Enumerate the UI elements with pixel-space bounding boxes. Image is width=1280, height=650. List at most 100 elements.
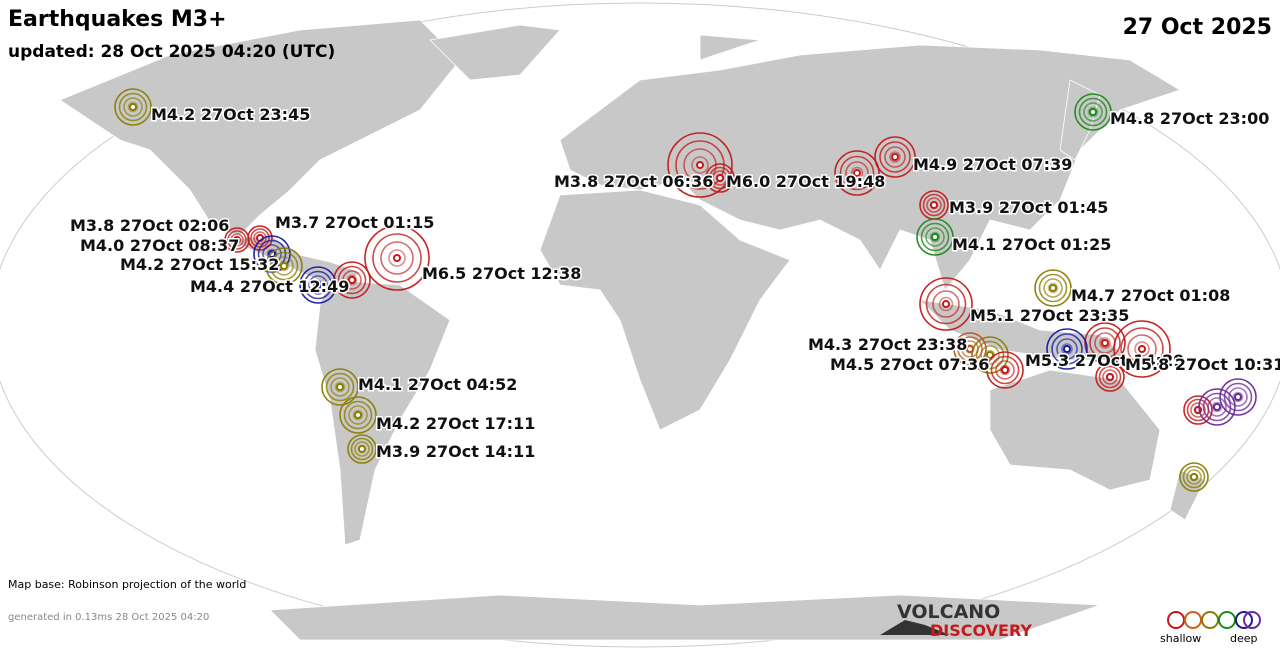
- quake-label: M4.9 27Oct 07:39: [913, 155, 1072, 174]
- quake-marker: [347, 434, 377, 464]
- quake-marker: [364, 225, 430, 291]
- quake-label: M4.7 27Oct 01:08: [1071, 286, 1230, 305]
- ring: [224, 227, 250, 253]
- quake-label: M3.8 27Oct 06:36: [554, 172, 713, 191]
- legend-shallow: shallow: [1160, 632, 1201, 645]
- quake-label: M4.3 27Oct 23:38: [808, 335, 967, 354]
- ring-center: [1106, 373, 1114, 381]
- ring: [999, 364, 1011, 376]
- quake-label: M3.7 27Oct 01:15: [275, 213, 434, 232]
- quake-label: M6.5 27Oct 12:38: [422, 264, 581, 283]
- ring-center: [268, 250, 276, 258]
- ring: [312, 279, 324, 291]
- date: 27 Oct 2025: [1123, 15, 1272, 40]
- ring: [1179, 462, 1209, 492]
- ring: [995, 360, 1015, 380]
- ring-center: [358, 445, 366, 453]
- quake-label: M4.0 27Oct 08:37: [80, 236, 239, 255]
- ring-center: [942, 300, 950, 308]
- ring: [1098, 365, 1122, 389]
- ring: [1038, 273, 1068, 303]
- ring: [354, 441, 370, 457]
- ring: [308, 275, 328, 295]
- ring: [990, 355, 1020, 385]
- ring-center: [354, 411, 362, 419]
- quake-label: M4.8 27Oct 23:00: [1110, 109, 1269, 128]
- quake-label: M5.3 27Oct 14:29: [1025, 351, 1184, 370]
- ring: [957, 336, 983, 362]
- ring: [1046, 328, 1088, 370]
- ring: [1190, 402, 1206, 418]
- ring: [1223, 382, 1253, 412]
- ring: [342, 270, 362, 290]
- ring: [337, 265, 367, 295]
- ring: [1198, 388, 1236, 426]
- quake-marker: [114, 88, 152, 126]
- quake-marker: [705, 163, 735, 193]
- logo-discovery: DISCOVERY: [930, 621, 1032, 640]
- ring: [303, 270, 333, 300]
- ring: [845, 161, 869, 185]
- ring: [388, 249, 406, 267]
- ring: [971, 336, 1009, 374]
- ring: [1228, 387, 1248, 407]
- ring: [879, 141, 911, 173]
- ring: [1102, 369, 1118, 385]
- ring: [986, 351, 1024, 389]
- ring-center: [966, 345, 974, 353]
- ring-center: [986, 351, 994, 359]
- logo-mountain: [880, 620, 950, 635]
- ring: [265, 247, 303, 285]
- ring: [889, 151, 901, 163]
- quake-marker: [1074, 93, 1112, 131]
- ring: [932, 290, 960, 318]
- ring-center: [716, 174, 724, 182]
- ring: [925, 227, 945, 247]
- quake-marker: [265, 247, 303, 285]
- ring: [938, 296, 954, 312]
- ring: [339, 396, 377, 434]
- ring: [839, 155, 875, 191]
- ring: [1099, 337, 1111, 349]
- quake-marker: [1113, 320, 1171, 378]
- ring: [919, 277, 973, 331]
- ring: [274, 256, 294, 276]
- ring: [333, 261, 371, 299]
- ring: [1078, 97, 1108, 127]
- ring: [321, 368, 359, 406]
- ring: [1113, 320, 1171, 378]
- ring: [884, 146, 906, 168]
- ring: [1186, 469, 1202, 485]
- ring: [961, 340, 979, 358]
- ring: [1083, 102, 1103, 122]
- ring: [343, 400, 373, 430]
- ring: [925, 283, 967, 325]
- ring: [712, 170, 728, 186]
- ring: [269, 251, 299, 281]
- ring: [330, 377, 350, 397]
- ring-center: [1101, 339, 1109, 347]
- ring-center: [280, 262, 288, 270]
- title: Earthquakes M3+: [8, 7, 227, 32]
- ring: [1207, 397, 1227, 417]
- ring: [325, 372, 355, 402]
- quake-marker: [919, 190, 949, 220]
- ring: [1056, 338, 1078, 360]
- ring: [127, 101, 139, 113]
- ring: [1043, 278, 1063, 298]
- ring: [975, 340, 1005, 370]
- ring: [874, 136, 916, 178]
- ring: [352, 409, 364, 421]
- ring: [348, 405, 368, 425]
- ring-center: [1234, 393, 1242, 401]
- ring-center: [336, 383, 344, 391]
- ring: [278, 260, 290, 272]
- ring: [1089, 327, 1121, 359]
- ring-center: [853, 169, 861, 177]
- quake-marker: [1198, 388, 1236, 426]
- ring: [380, 241, 414, 275]
- ring-center: [1049, 284, 1057, 292]
- quake-marker: [1046, 328, 1088, 370]
- quake-marker: [971, 336, 1009, 374]
